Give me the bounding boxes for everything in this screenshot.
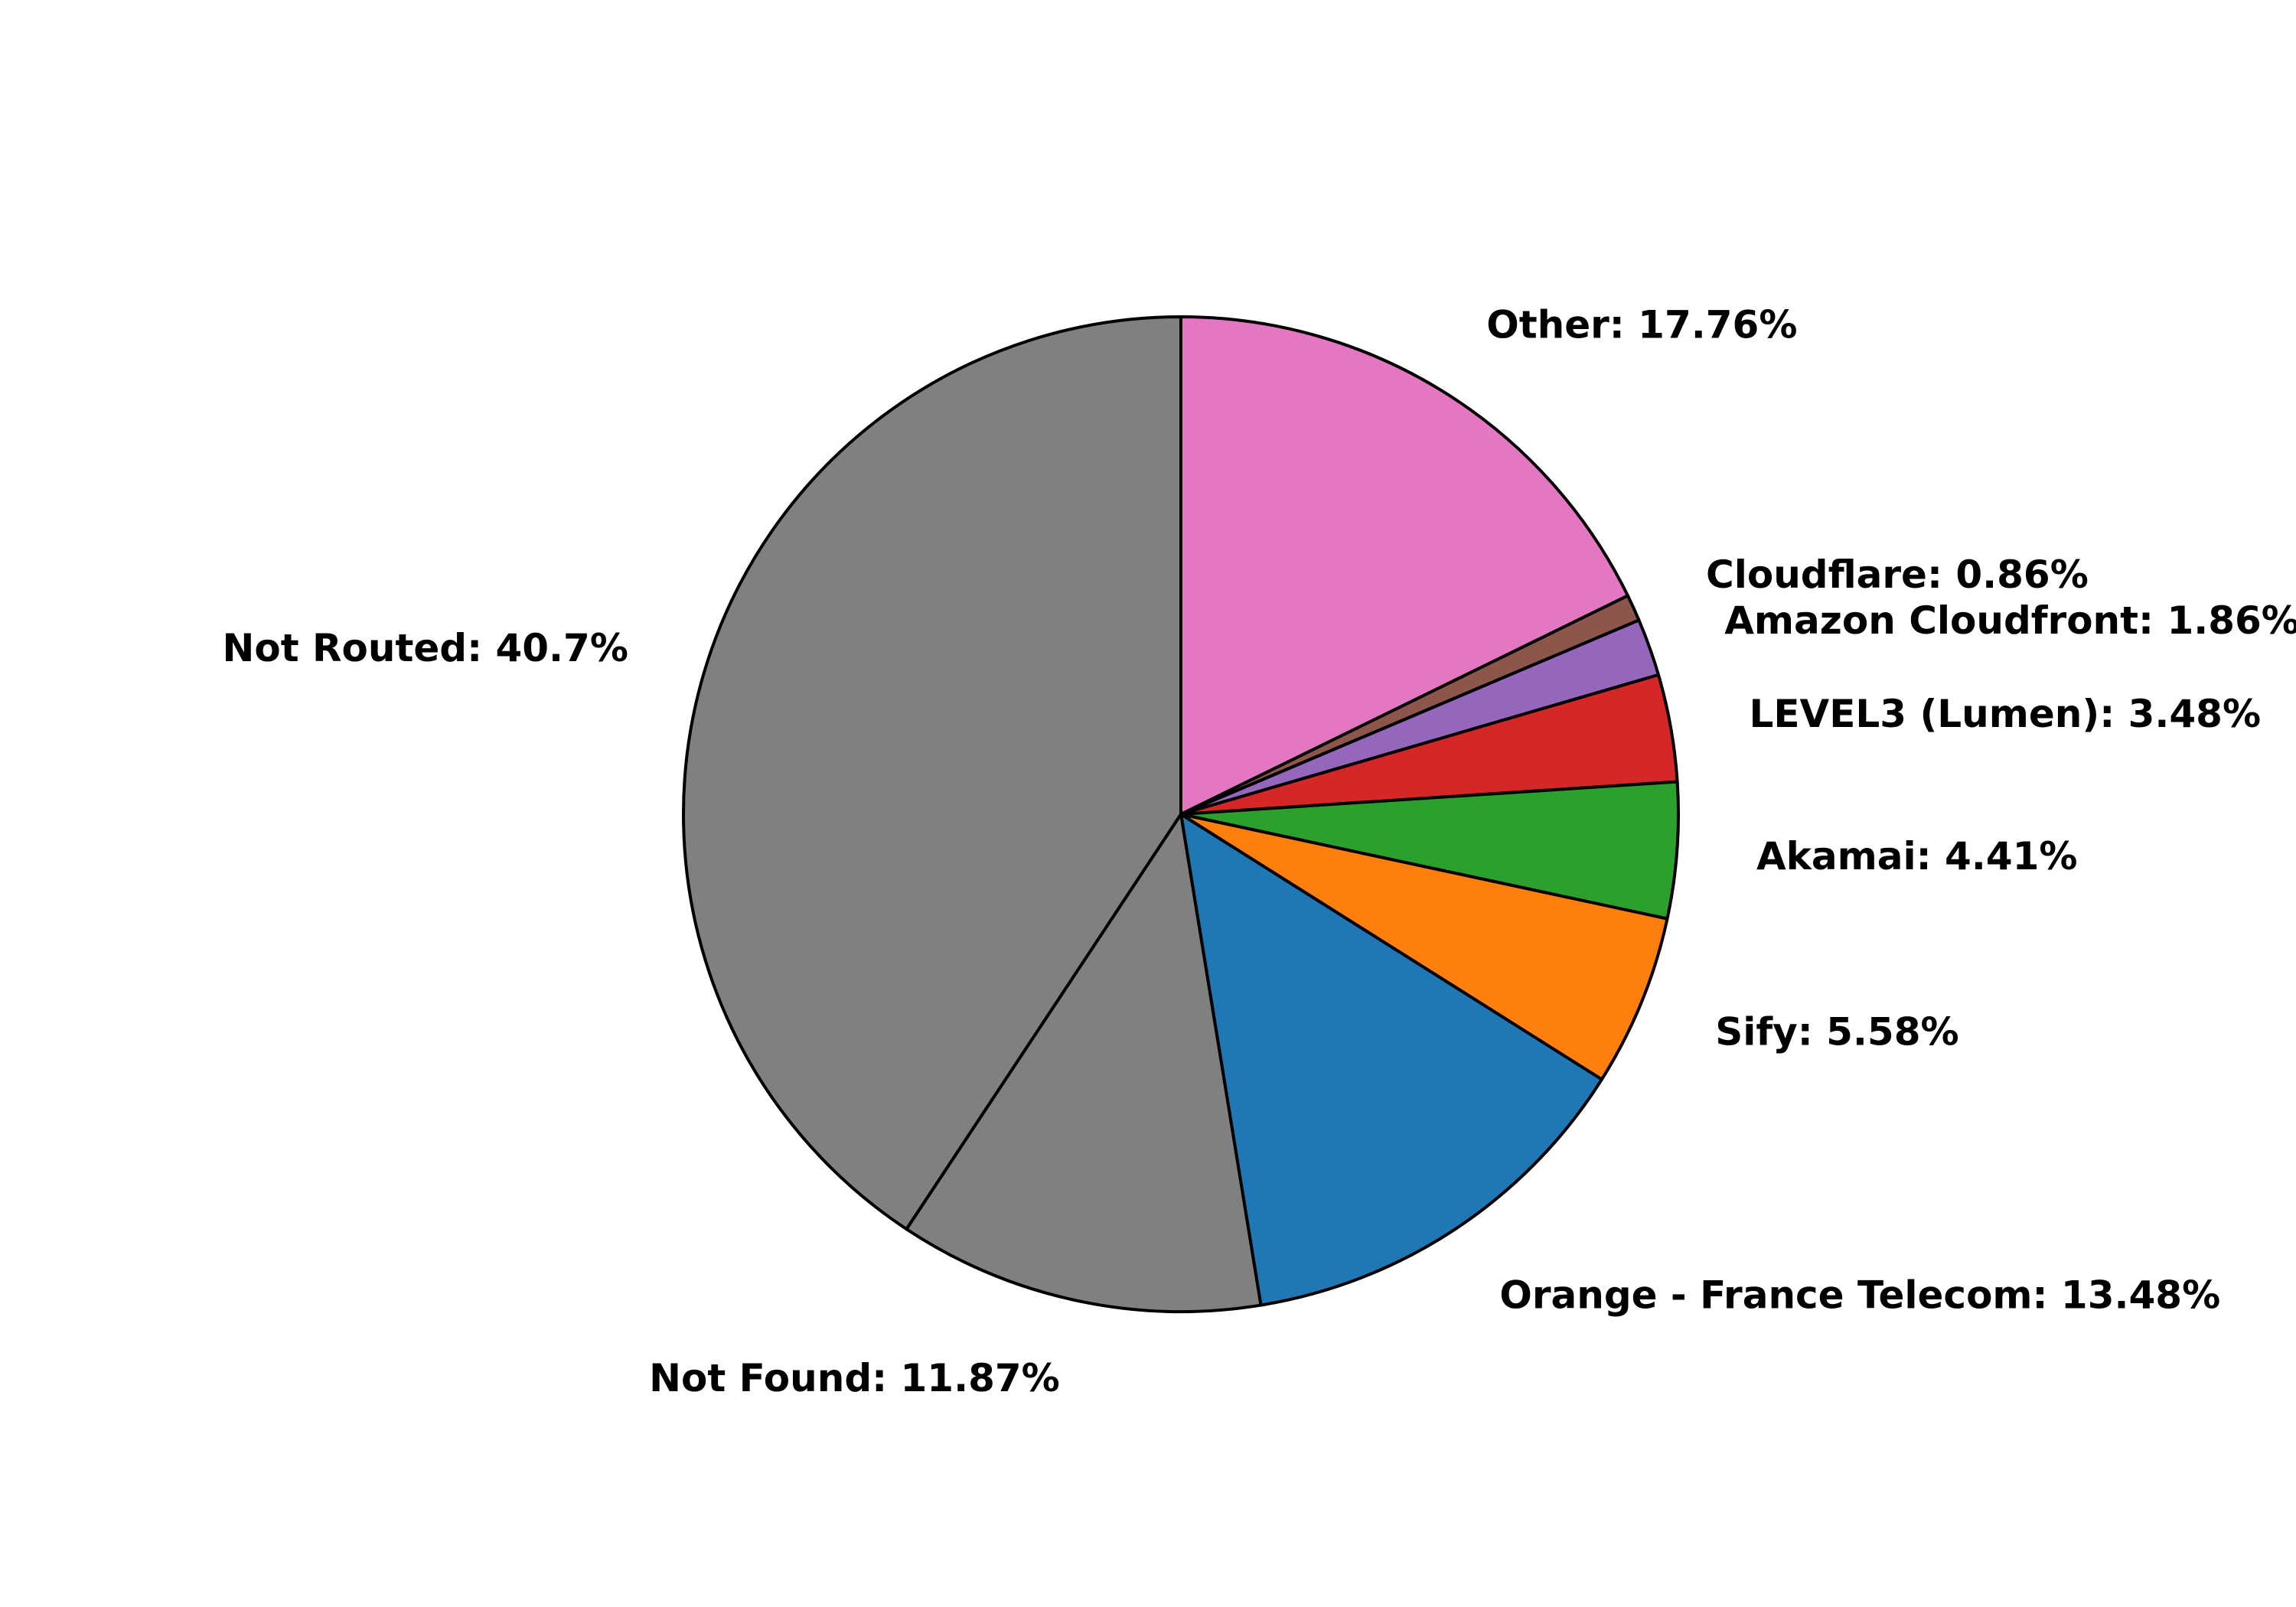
pie-label-not-found: Not Found: 11.87% — [649, 1356, 1060, 1400]
pie-slice-not-routed — [682, 315, 1182, 1231]
slices-layer — [682, 315, 1680, 1313]
pie-slice-akamai — [1179, 780, 1680, 921]
pie-label-akamai: Akamai: 4.41% — [1756, 834, 2078, 878]
pie-label-level3-lumen: LEVEL3 (Lumen): 3.48% — [1750, 692, 2262, 736]
pie-label-sify: Sify: 5.58% — [1715, 1010, 1958, 1054]
labels-layer: Other: 17.76% Cloudflare: 0.86%Amazon Clo… — [223, 302, 2296, 1400]
pie-label-other: Other: 17.76% — [1486, 302, 1797, 347]
pie-label-not-routed: Not Routed: 40.7% — [223, 626, 628, 670]
pie-slice-not-found — [905, 813, 1263, 1313]
pie-label-amazon-cloudfront: Amazon Cloudfront: 1.86% — [1724, 598, 2296, 643]
pie-label-cloudflare: Cloudflare: 0.86% — [1706, 553, 2089, 597]
pie-slice-orange-france-telecom — [1179, 813, 1603, 1307]
pie-slice-sify — [1179, 813, 1669, 1081]
pie-label-orange-france-telecom: Orange - France Telecom: 13.48% — [1499, 1273, 2220, 1318]
pie-slice-other — [1179, 315, 1629, 816]
